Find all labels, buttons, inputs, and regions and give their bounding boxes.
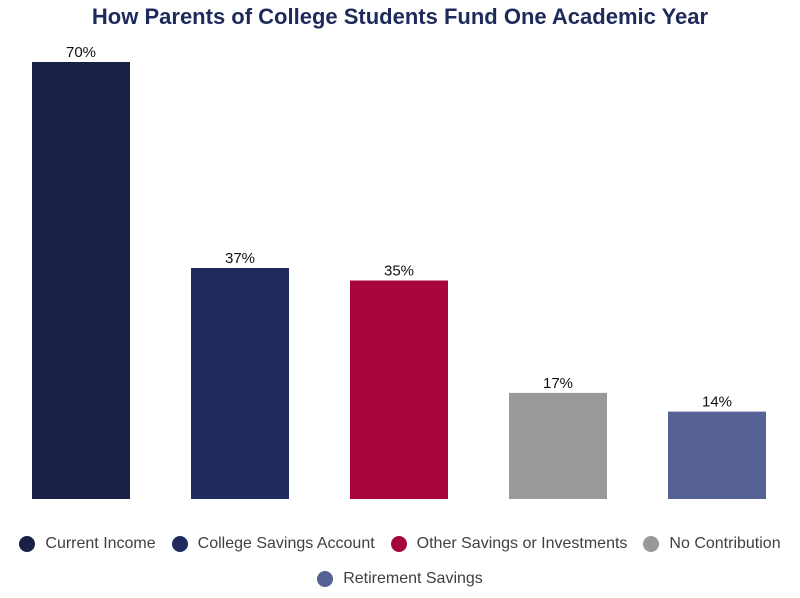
legend-label: No Contribution — [669, 535, 781, 552]
bar-value-label-4: 17% — [543, 375, 573, 392]
legend-item-5[interactable]: Retirement Savings — [317, 570, 483, 588]
bar-1 — [32, 62, 130, 499]
bar-4 — [509, 392, 607, 499]
legend-swatch-icon — [317, 571, 334, 587]
legend-swatch-icon — [643, 536, 660, 552]
legend-label: Other Savings or Investments — [416, 535, 628, 552]
legend: Current Income College Savings Account Oth… — [0, 535, 800, 553]
legend-swatch-icon — [19, 536, 36, 552]
bar-value-label-2: 37% — [225, 250, 255, 267]
legend-swatch-icon — [171, 536, 188, 552]
bar-value-label-1: 70% — [66, 44, 96, 61]
legend-row-2: Retirement Savings — [0, 570, 800, 588]
bar-chart: 70% 37% 35% 17% 14% — [32, 44, 766, 499]
bar-value-label-3: 35% — [384, 263, 414, 280]
legend-label: Current Income — [45, 535, 156, 552]
chart-title: How Parents of College Students Fund One… — [91, 4, 709, 29]
bar-5 — [668, 411, 766, 499]
bar-value-label-5: 14% — [702, 394, 732, 411]
bar-3 — [350, 280, 448, 499]
legend-item-1[interactable]: Current Income — [19, 535, 156, 553]
legend-item-3[interactable]: Other Savings or Investments — [390, 535, 628, 553]
bar-2 — [191, 268, 289, 499]
legend-item-4[interactable]: No Contribution — [643, 535, 781, 553]
legend-label: College Savings Account — [197, 535, 375, 552]
legend-label: Retirement Savings — [343, 570, 483, 587]
legend-swatch-icon — [390, 536, 407, 552]
legend-item-2[interactable]: College Savings Account — [171, 535, 375, 553]
